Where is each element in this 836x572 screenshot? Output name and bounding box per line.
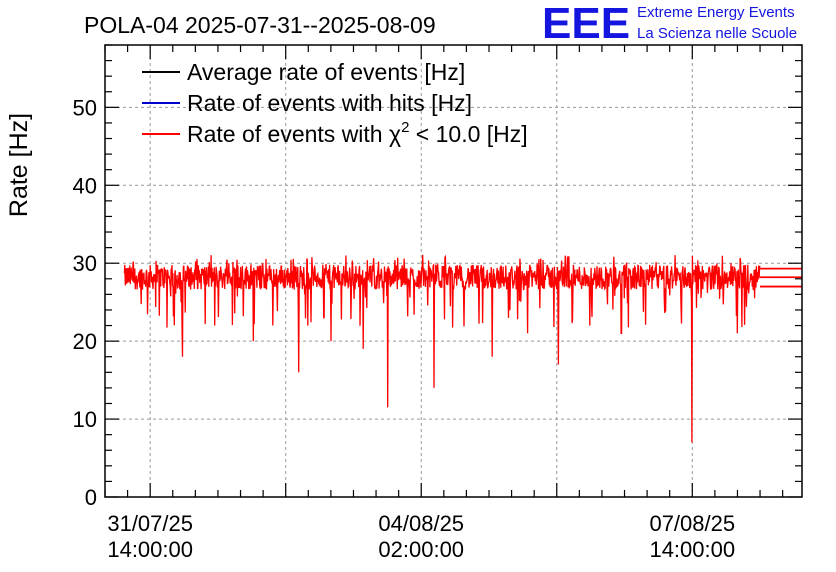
y-tick-label: 40 — [73, 173, 97, 198]
x-tick-time: 02:00:00 — [378, 537, 464, 562]
x-tick-time: 14:00:00 — [107, 537, 193, 562]
legend-label-average: Average rate of events [Hz] — [187, 59, 465, 85]
plot-frame — [104, 44, 803, 498]
y-tick-label: 50 — [73, 95, 97, 120]
series-layer — [123, 254, 802, 443]
series-chi2-line — [123, 254, 761, 443]
x-tick-time: 14:00:00 — [649, 537, 735, 562]
x-tick-date: 07/08/25 — [649, 511, 735, 536]
y-axis-label: Rate [Hz] — [5, 113, 33, 217]
chart-title: POLA-04 2025-07-31--2025-08-09 — [84, 12, 436, 38]
axes: 0102030405031/07/2514:00:0004/08/2502:00… — [73, 44, 803, 562]
x-tick-date: 04/08/25 — [378, 511, 464, 536]
legend-chi2-sup: 2 — [401, 119, 409, 136]
legend-chi2-post: < 10.0 [Hz] — [409, 121, 527, 147]
legend-label-chi2: Rate of events with χ2 < 10.0 [Hz] — [187, 119, 528, 147]
legend-chi2-symbol: χ — [389, 121, 401, 147]
logo-mark: EEE — [542, 0, 630, 48]
eee-logo: EEE Extreme Energy Events La Scienza nel… — [542, 0, 797, 48]
legend-label-hits: Rate of events with hits [Hz] — [187, 90, 472, 116]
legend: Average rate of events [Hz] Rate of even… — [142, 59, 528, 147]
logo-line-1: Extreme Energy Events — [637, 4, 795, 21]
y-tick-label: 0 — [85, 485, 97, 510]
logo-line-2: La Scienza nelle Scuole — [637, 25, 797, 42]
x-tick-date: 31/07/25 — [107, 511, 193, 536]
y-tick-label: 30 — [73, 251, 97, 276]
legend-chi2-pre: Rate of events with — [187, 121, 389, 147]
y-tick-label: 10 — [73, 407, 97, 432]
y-tick-label: 20 — [73, 329, 97, 354]
grid — [105, 45, 802, 497]
